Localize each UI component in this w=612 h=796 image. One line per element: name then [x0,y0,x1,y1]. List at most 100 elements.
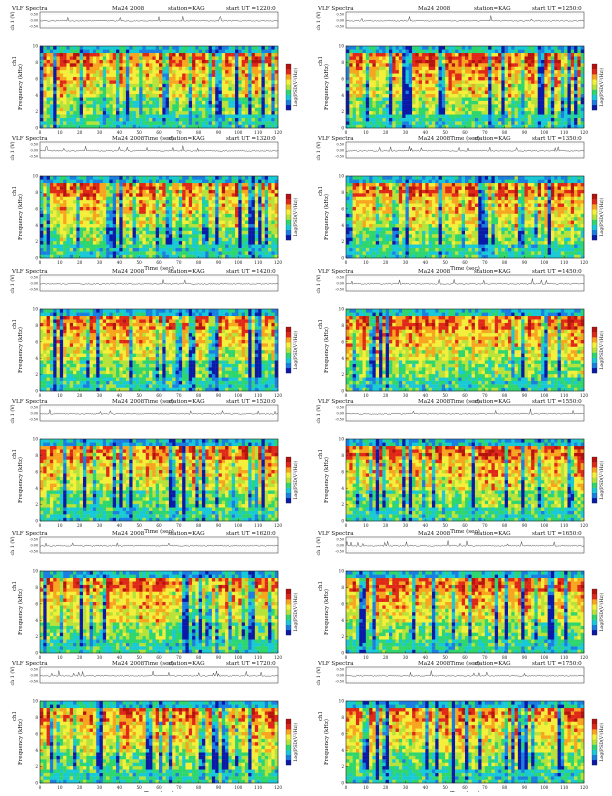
heatmap-cell [189,70,193,74]
heatmap-cell [195,197,199,201]
heatmap-cell [202,203,206,207]
heatmap-cell [508,94,512,98]
heatmap-cell [548,84,552,88]
heatmap-cell [452,73,456,77]
heatmap-cell [116,197,120,201]
heatmap-cell [159,56,163,60]
heatmap-cell [209,108,213,112]
heatmap-cell [159,214,163,218]
heatmap-cell [248,241,252,245]
spectrogram-y-axis-label: Frequency (kHz) [323,64,330,110]
heatmap-cell [57,63,61,67]
heatmap-cell [152,238,156,242]
heatmap-cell [152,84,156,88]
heatmap-cell [176,111,180,115]
heatmap-cell [215,67,219,71]
heatmap-cell [209,197,213,201]
heatmap-cell [268,203,272,207]
heatmap-cell [515,70,519,74]
heatmap-cell [129,70,133,74]
heatmap-cell [156,80,160,84]
heatmap-cell [458,77,462,81]
heatmap-cell [252,224,256,228]
heatmap-cell [363,121,367,125]
heatmap-cell [346,90,350,94]
heatmap-cell [245,224,249,228]
heatmap-cell [402,90,406,94]
heatmap-cell [452,121,456,125]
heatmap-cell [40,200,44,204]
heatmap-cell [455,63,459,67]
heatmap-cell [159,125,163,129]
heatmap-cell [53,108,57,112]
heatmap-cell [518,97,522,101]
heatmap-cell [172,77,176,81]
heatmap-cell [182,90,186,94]
heatmap-cell [488,101,492,105]
heatmap-cell [275,77,279,81]
heatmap-cell [571,63,575,67]
heatmap-cell [258,87,262,91]
heatmap-cell [275,111,279,115]
heatmap-cell [70,207,74,211]
heatmap-cell [255,125,259,129]
heatmap-cell [511,49,515,53]
heatmap-cell [258,49,262,53]
heatmap-cell [252,214,256,218]
heatmap-cell [146,70,150,74]
heatmap-cell [129,217,133,221]
heatmap-cell [525,84,529,88]
heatmap-cell [248,97,252,101]
heatmap-cell [458,87,462,91]
heatmap-cell [222,244,226,248]
heatmap-cell [50,244,54,248]
heatmap-cell [462,60,466,64]
heatmap-cell [252,114,256,118]
heatmap-cell [248,87,252,91]
heatmap-cell [129,108,133,112]
heatmap-cell [255,224,259,228]
heatmap-cell [468,114,472,118]
heatmap-cell [129,255,133,259]
heatmap-cell [571,49,575,53]
heatmap-cell [521,60,525,64]
heatmap-cell [399,114,403,118]
heatmap-cell [169,125,173,129]
heatmap-cell [363,56,367,60]
heatmap-cell [129,248,133,252]
heatmap-cell [465,111,469,115]
heatmap-cell [567,84,571,88]
heatmap-cell [199,238,203,242]
heatmap-cell [265,73,269,77]
heatmap-cell [202,84,206,88]
heatmap-cell [109,255,113,259]
heatmap-cell [169,101,173,105]
heatmap-cell [73,238,77,242]
heatmap-cell [195,97,199,101]
heatmap-cell [53,190,57,194]
heatmap-cell [179,231,183,235]
heatmap-cell [571,104,575,108]
y-tick-label: 2 [35,109,38,114]
heatmap-cell [199,111,203,115]
heatmap-cell [525,56,529,60]
heatmap-cell [116,248,120,252]
x-tick-label: 110 [254,130,262,135]
heatmap-cell [458,121,462,125]
heatmap-cell [429,56,433,60]
heatmap-cell [356,56,360,60]
heatmap-cell [40,210,44,214]
heatmap-cell [505,111,509,115]
heatmap-cell [228,77,232,81]
heatmap-cell [432,87,436,91]
heatmap-cell [222,104,226,108]
heatmap-cell [209,94,213,98]
heatmap-cell [182,231,186,235]
heatmap-cell [113,67,117,71]
heatmap-cell [382,125,386,129]
heatmap-cell [577,111,581,115]
heatmap-cell [133,207,137,211]
heatmap-cell [189,87,193,91]
heatmap-cell [235,84,239,88]
heatmap-cell [242,63,246,67]
